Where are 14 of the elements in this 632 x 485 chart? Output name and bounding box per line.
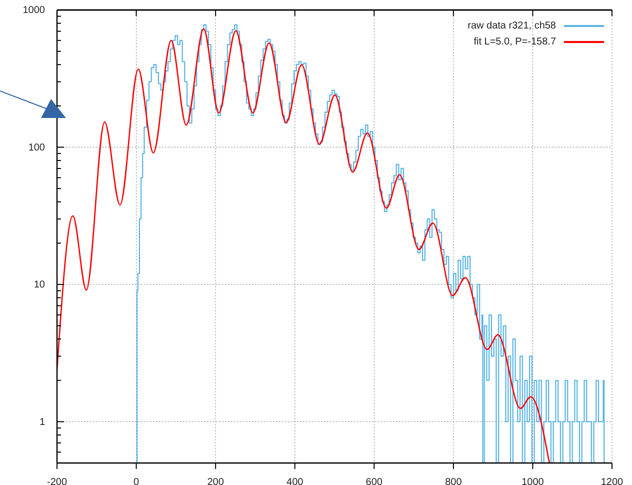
x-tick-label: 200 (207, 477, 224, 485)
x-tick-label: 1200 (600, 477, 624, 485)
legend-label: raw data r321, ch58 (468, 20, 556, 32)
x-tick-label: 0 (134, 477, 140, 485)
x-tick-label: 1000 (522, 477, 544, 485)
x-tick-label: 600 (366, 477, 383, 485)
y-tick-label: 10 (34, 280, 46, 291)
y-tick-label: 100 (28, 142, 46, 154)
legend-label: fit L=5.0, P=-158.7 (474, 36, 556, 48)
y-tick-label: 1 (39, 416, 46, 428)
x-tick-label: 800 (445, 477, 462, 485)
y-tick-label: 1000 (22, 5, 46, 16)
x-tick-label: 400 (286, 477, 304, 485)
x-tick-label: -200 (46, 477, 68, 485)
